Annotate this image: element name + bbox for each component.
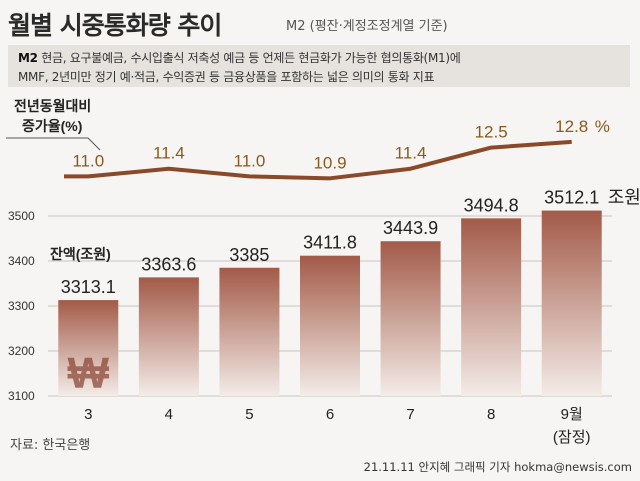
growth-label-line2: 증가율(%) (22, 118, 82, 134)
bar (300, 255, 360, 396)
bar (541, 210, 602, 396)
y-tick-label: 3500 (8, 209, 35, 223)
x-tick-label: 3 (84, 406, 92, 423)
x-tick-label: 4 (165, 406, 173, 423)
bar-unit-label: 조원 (608, 188, 640, 208)
page-title: 월별 시중통화량 추이 (8, 11, 222, 40)
growth-value-label: 11.4 (395, 144, 427, 163)
y-tick-label: 3400 (8, 254, 35, 268)
growth-label-line1: 전년동월대비 (14, 98, 91, 114)
x-tick-label: 5 (245, 406, 253, 423)
bar-value-label: 3443.9 (383, 218, 438, 238)
bar (461, 218, 522, 396)
growth-line (64, 139, 572, 181)
y-axis-label: 잔액(조원) (50, 246, 111, 262)
y-tick-label: 3100 (8, 389, 35, 403)
growth-value-label: 10.9 (313, 153, 346, 172)
bar-value-label: 3494.8 (464, 195, 519, 215)
growth-value-label: 11.4 (153, 144, 185, 163)
growth-unit-label: % (595, 117, 610, 136)
bar-value-label: 3363.6 (141, 254, 196, 274)
definition-text-2: MMF, 2년미만 정기 예·적금, 수익증권 등 금융상품을 포함하는 넓은 … (18, 70, 435, 84)
definition-key: M2 (18, 51, 38, 65)
y-tick-label: 3300 (8, 299, 35, 313)
page-subtitle: M2 (평잔·계정조정계열 기준) (286, 19, 448, 34)
bar (219, 267, 280, 396)
growth-value-label: 12.8 (555, 117, 588, 136)
x-tick-label: 8 (487, 406, 495, 423)
growth-value-label: 11.0 (72, 151, 104, 170)
won-icon: ₩ (68, 349, 110, 398)
x-tick-label: 6 (326, 406, 334, 423)
definition-line-1: M2 현금, 요구불예금, 수시입출식 저축성 예금 등 언제든 현금화가 가능… (18, 49, 461, 66)
growth-value-label: 12.5 (475, 123, 508, 142)
bar (380, 241, 441, 396)
x-tick-label: 7 (406, 406, 414, 423)
growth-label-bracket (6, 137, 101, 151)
bar-value-label: 3385 (229, 245, 269, 265)
bar-value-label: 3313.1 (61, 277, 116, 297)
bar-value-label: 3411.8 (303, 233, 357, 253)
source-note: 자료: 한국은행 (10, 438, 91, 453)
definition-text-1: 현금, 요구불예금, 수시입출식 저축성 예금 등 언제든 현금화가 가능한 협… (41, 51, 461, 65)
bar-value-label: 3512.1 (544, 188, 599, 208)
definition-box: M2 현금, 요구불예금, 수시입출식 저축성 예금 등 언제든 현금화가 가능… (8, 45, 630, 87)
definition-line-2: MMF, 2년미만 정기 예·적금, 수익증권 등 금융상품을 포함하는 넓은 … (18, 68, 435, 85)
y-tick-label: 3200 (8, 344, 35, 358)
bar (138, 277, 199, 396)
x-tick-label: 9월 (561, 406, 583, 423)
credit-line: 21.11.11 안지혜 그래픽 기자 hokma@newsis.com (363, 460, 632, 474)
growth-value-label: 11.0 (234, 151, 266, 170)
x-tick-note: (잠정) (553, 429, 591, 446)
bar (58, 300, 119, 396)
